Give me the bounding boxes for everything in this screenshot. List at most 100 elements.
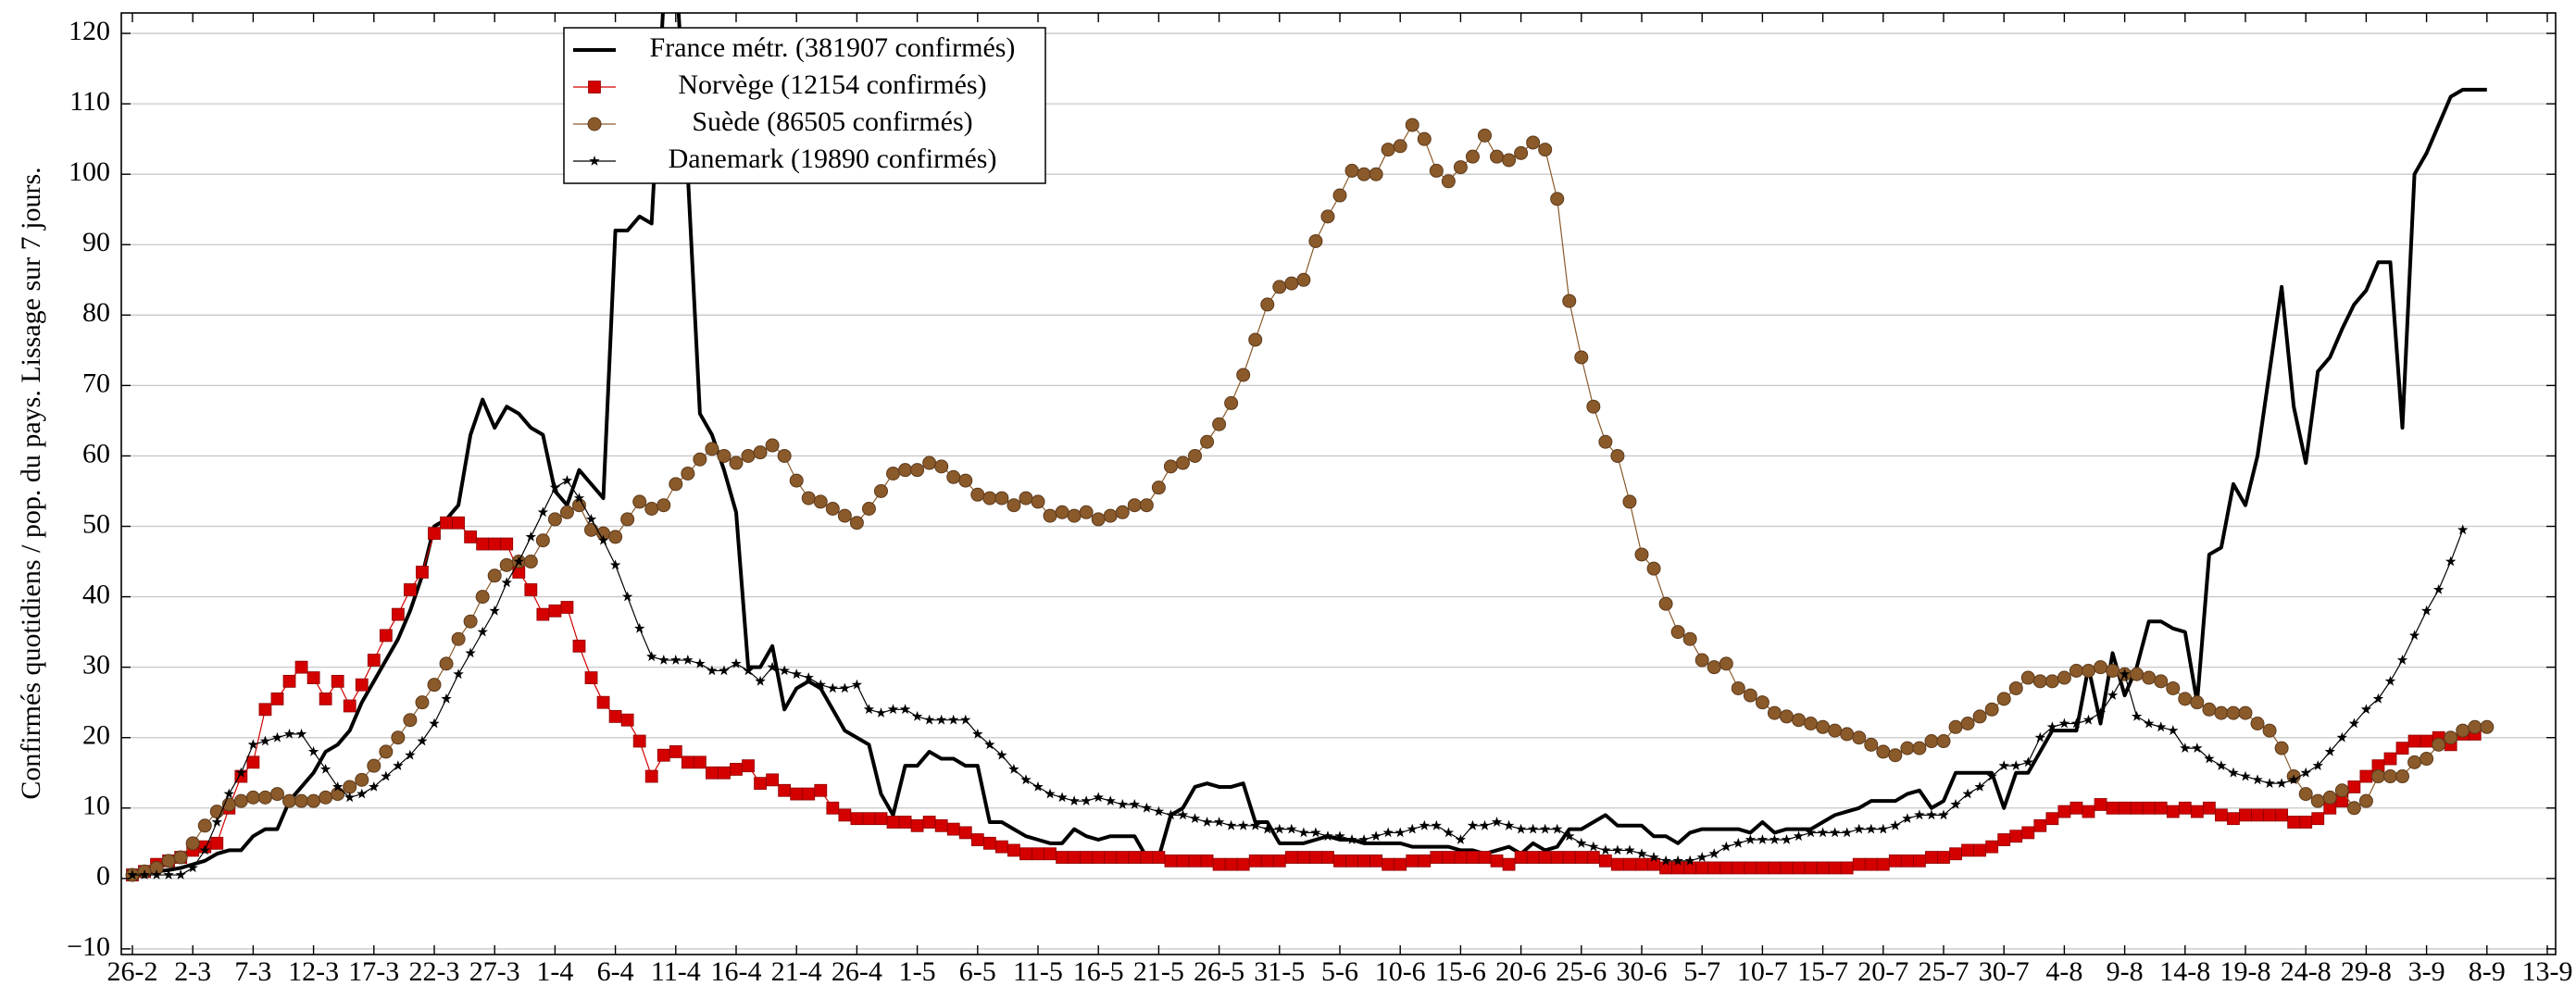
marker — [2070, 718, 2082, 729]
marker — [547, 512, 562, 527]
marker — [1926, 809, 1937, 820]
marker — [826, 801, 840, 815]
marker — [2250, 717, 2265, 731]
marker — [416, 566, 429, 579]
marker — [391, 607, 405, 621]
marker — [2131, 710, 2143, 721]
marker — [1671, 861, 1685, 875]
marker — [367, 758, 381, 773]
marker — [379, 744, 394, 759]
marker — [791, 668, 802, 680]
y-tick-label: −10 — [67, 931, 110, 962]
marker — [1658, 596, 1673, 611]
marker — [1200, 854, 1214, 867]
marker — [536, 607, 550, 621]
marker — [850, 812, 864, 826]
marker — [815, 679, 826, 690]
marker — [1707, 861, 1721, 875]
x-tick-label: 9-8 — [2107, 956, 2144, 986]
marker — [1478, 851, 1492, 864]
marker — [257, 790, 272, 805]
marker — [1659, 861, 1672, 875]
marker — [2095, 707, 2107, 718]
x-tick-label: 21-5 — [1133, 956, 1184, 986]
marker — [1418, 854, 1432, 867]
marker — [1647, 857, 1660, 871]
marker — [1284, 276, 1299, 291]
marker — [813, 494, 828, 509]
marker — [2057, 670, 2071, 685]
marker — [1502, 857, 1516, 871]
marker — [2300, 767, 2311, 778]
legend-label: Norvège (12154 confirmés) — [678, 69, 986, 100]
marker — [451, 631, 466, 646]
marker — [1406, 854, 1419, 867]
x-tick-label: 19-8 — [2220, 956, 2271, 986]
x-tick-label: 20-7 — [1857, 956, 1908, 986]
marker — [1817, 827, 1829, 838]
marker — [1828, 861, 1842, 875]
marker — [875, 707, 887, 718]
marker — [1163, 459, 1178, 474]
marker — [2094, 798, 2107, 811]
marker — [1720, 841, 1732, 852]
marker — [1128, 851, 1142, 864]
y-tick-label: 50 — [82, 508, 110, 539]
marker — [2142, 801, 2156, 815]
marker — [2274, 741, 2289, 755]
marker — [356, 788, 368, 799]
y-tick-label: 100 — [69, 156, 110, 187]
marker — [2058, 718, 2070, 729]
marker — [2192, 743, 2203, 753]
marker — [802, 787, 816, 801]
marker — [1755, 695, 1769, 710]
marker — [632, 494, 647, 509]
marker — [1224, 395, 1239, 410]
marker — [742, 759, 755, 773]
marker — [719, 665, 730, 676]
marker — [1780, 861, 1794, 875]
x-tick-label: 10-7 — [1737, 956, 1788, 986]
marker — [1394, 827, 1406, 838]
marker — [306, 793, 321, 808]
marker — [2168, 725, 2179, 735]
marker — [513, 555, 524, 567]
marker — [2082, 714, 2095, 725]
y-tick-label: 30 — [82, 650, 110, 680]
x-tick-label: 15-6 — [1435, 956, 1486, 986]
marker — [1019, 491, 1033, 505]
marker — [814, 783, 828, 797]
marker — [910, 463, 925, 478]
marker — [367, 654, 381, 667]
marker — [429, 718, 440, 729]
marker — [331, 674, 344, 688]
marker — [1357, 854, 1370, 867]
marker — [2358, 793, 2373, 808]
marker — [2395, 742, 2409, 755]
marker — [1840, 727, 1855, 742]
marker — [2456, 723, 2470, 738]
marker — [1635, 857, 1648, 871]
marker — [1600, 844, 1611, 855]
marker — [294, 793, 309, 808]
marker — [1936, 734, 1951, 749]
marker — [1419, 819, 1430, 830]
marker — [1526, 135, 1541, 150]
marker — [2346, 801, 2361, 816]
marker — [501, 577, 512, 588]
marker — [417, 735, 428, 746]
marker — [1949, 847, 1962, 861]
marker — [1950, 799, 1961, 809]
marker — [754, 777, 767, 791]
marker — [369, 781, 380, 792]
marker — [1405, 118, 1419, 132]
marker — [270, 692, 284, 705]
marker — [632, 734, 646, 748]
marker — [258, 703, 272, 717]
marker — [1296, 272, 1311, 287]
marker — [1332, 188, 1347, 203]
legend-label: France métr. (381907 confirmés) — [650, 32, 1016, 63]
marker — [946, 469, 961, 484]
marker — [1998, 760, 2009, 770]
marker — [886, 466, 901, 481]
